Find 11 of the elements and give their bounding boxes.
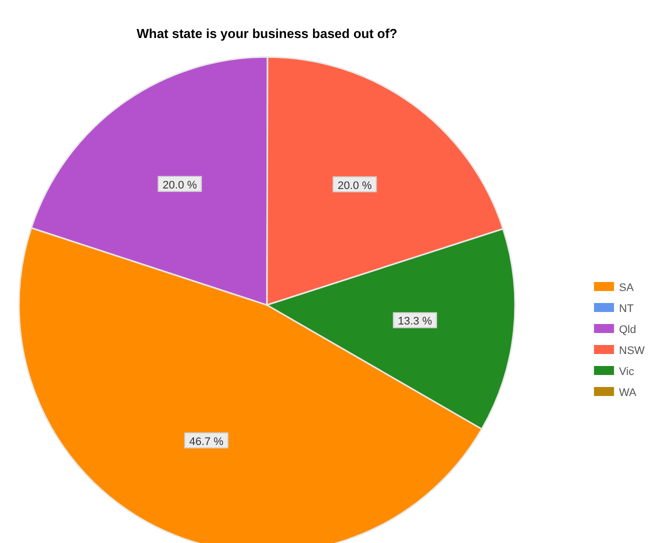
chart-title: What state is your business based out of? [136,26,398,41]
data-label: 20.0 % [162,179,198,192]
legend-label: SA [619,282,634,294]
legend-label: WA [619,387,637,399]
data-label: 20.0 % [338,180,372,192]
data-label: 46.7 % [189,436,224,448]
legend-label: NT [619,303,634,315]
legend-label: Vic [619,366,635,378]
legend-label: Qld [619,324,636,336]
data-label: 13.3 % [398,316,432,328]
legend-label: NSW [619,345,646,357]
